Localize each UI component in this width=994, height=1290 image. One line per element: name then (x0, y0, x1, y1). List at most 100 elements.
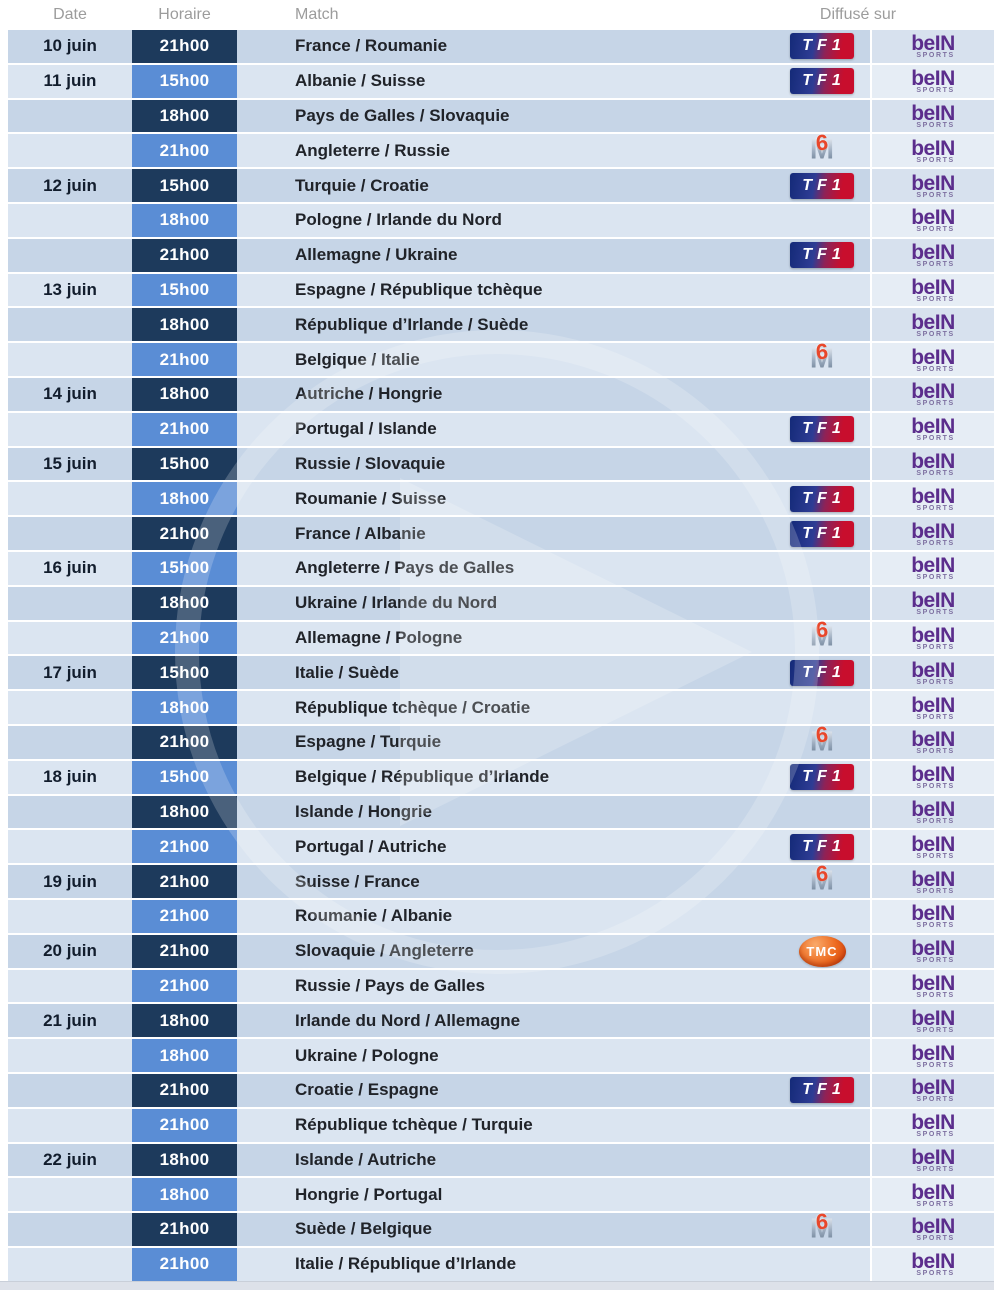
bein-sports-logo: beIN SPORTS (911, 103, 955, 129)
bein-sports-subtext: SPORTS (916, 469, 955, 477)
date-cell (8, 204, 132, 237)
bein-sports-subtext: SPORTS (916, 991, 955, 999)
time-cell: 21h00 (132, 134, 237, 168)
time-cell: 21h00 (132, 725, 237, 759)
column-header-horaire: Horaire (158, 6, 211, 23)
m6-logo-six: 6 (814, 860, 829, 887)
bein-sports-logo: beIN SPORTS (911, 1182, 955, 1208)
match-cell: Espagne / République tchèque (237, 274, 774, 307)
bein-sports-logo: beIN SPORTS (911, 834, 955, 860)
table-row: 14 juin 18h00 Autriche / Hongrie beIN SP… (8, 377, 994, 411)
time-cell: 21h00 (132, 412, 237, 446)
table-row: 21h00 Angleterre / Russie M 6 beIN SPORT… (8, 130, 994, 168)
table-row: 21h00 France / Albanie TF1 beIN SPORTS (8, 517, 994, 550)
match-label: Espagne / Turquie (295, 732, 442, 752)
table-row: 18h00 République tchèque / Croatie beIN … (8, 691, 994, 724)
match-cell: Russie / Pays de Galles (237, 970, 774, 1003)
bein-sports-subtext: SPORTS (916, 748, 955, 756)
match-cell: Allemagne / Pologne (237, 622, 774, 655)
time-cell: 15h00 (132, 447, 237, 481)
bein-sports-subtext: SPORTS (916, 1096, 955, 1104)
m6-logo-six: 6 (814, 129, 829, 156)
bein-logo-text: beIN (911, 902, 955, 926)
match-cell: Irlande du Nord / Allemagne (237, 1004, 774, 1037)
time-cell: 21h00 (132, 1108, 237, 1142)
bein-logo-text: beIN (911, 519, 955, 543)
date-cell: 11 juin (43, 71, 97, 91)
match-label: Islande / Autriche (295, 1149, 437, 1169)
channel-cell: M 6 (774, 339, 870, 376)
bein-cell: beIN SPORTS (870, 1213, 994, 1246)
bein-sports-logo: beIN SPORTS (911, 555, 955, 581)
match-label: Croatie / Espagne (295, 1080, 439, 1100)
date-cell: 15 juin (43, 453, 97, 473)
bein-cell: beIN SPORTS (870, 482, 994, 516)
bein-sports-subtext: SPORTS (916, 574, 955, 582)
bein-cell: beIN SPORTS (870, 273, 994, 307)
bein-sports-subtext: SPORTS (916, 609, 955, 617)
m6-logo-m: M (800, 136, 844, 165)
bein-sports-subtext: SPORTS (916, 226, 955, 234)
bein-cell: beIN SPORTS (870, 64, 994, 98)
channel-cell (774, 1248, 870, 1281)
channel-cell: TF1 (774, 517, 870, 550)
bein-sports-subtext: SPORTS (916, 435, 955, 443)
bein-logo-text: beIN (911, 623, 955, 647)
match-label: République tchèque / Turquie (295, 1115, 533, 1135)
bein-cell: beIN SPORTS (870, 621, 994, 655)
table-row: 18h00 Ukraine / Irlande du Nord beIN SPO… (8, 586, 994, 620)
tf1-logo-text: TF1 (802, 489, 846, 507)
match-cell: Belgique / République d’Irlande (237, 761, 774, 794)
bein-sports-logo: beIN SPORTS (911, 451, 955, 477)
bein-cell: beIN SPORTS (870, 830, 994, 864)
bein-cell: beIN SPORTS (870, 691, 994, 724)
time-cell: 21h00 (132, 1073, 237, 1107)
tf1-logo: TF1 (790, 242, 854, 269)
table-row: 11 juin 15h00 Albanie / Suisse TF1 beIN … (8, 64, 994, 98)
table-row: 21h00 Italie / République d’Irlande beIN… (8, 1247, 994, 1281)
date-cell (8, 517, 132, 550)
bein-cell: beIN SPORTS (870, 517, 994, 550)
bein-sports-subtext: SPORTS (916, 1235, 955, 1243)
table-row: 21h00 Croatie / Espagne TF1 beIN SPORTS (8, 1073, 994, 1107)
tf1-logo-text: TF1 (802, 663, 846, 681)
bein-cell: beIN SPORTS (870, 760, 994, 794)
table-row: 18h00 Pays de Galles / Slovaquie beIN SP… (8, 99, 994, 133)
tf1-logo-text: TF1 (802, 37, 846, 55)
bein-cell: beIN SPORTS (870, 377, 994, 411)
bein-logo-text: beIN (911, 554, 955, 578)
time-cell: 18h00 (132, 1039, 237, 1072)
time-cell: 18h00 (132, 1143, 237, 1177)
time-cell: 15h00 (132, 169, 237, 202)
date-cell (8, 1109, 132, 1142)
m6-logo-m: M (800, 866, 844, 896)
date-cell (8, 134, 132, 167)
bein-cell: beIN SPORTS (870, 551, 994, 585)
bein-sports-logo: beIN SPORTS (911, 1147, 955, 1173)
match-cell: Suisse / France (237, 865, 774, 898)
channel-cell (774, 900, 870, 933)
m6-logo: M 6 (800, 861, 844, 897)
table-row: 13 juin 15h00 Espagne / République tchèq… (8, 273, 994, 307)
table-row: 21h00 Russie / Pays de Galles beIN SPORT… (8, 969, 994, 1003)
bein-sports-logo: beIN SPORTS (911, 1112, 955, 1138)
m6-logo: M 6 (800, 1209, 844, 1245)
match-label: Russie / Pays de Galles (295, 975, 485, 995)
bein-sports-subtext: SPORTS (916, 1131, 955, 1139)
match-cell: Allemagne / Ukraine (237, 239, 774, 272)
channel-cell (774, 552, 870, 585)
match-label: Espagne / République tchèque (295, 279, 543, 299)
channel-cell: TF1 (774, 413, 870, 446)
table-row: 21h00 Roumanie / Albanie beIN SPORTS (8, 899, 994, 933)
date-cell (8, 726, 132, 759)
time-cell: 15h00 (132, 656, 237, 690)
date-cell (8, 900, 132, 933)
match-cell: France / Roumanie (237, 30, 774, 63)
match-cell: Portugal / Islande (237, 413, 774, 446)
date-cell (8, 796, 132, 829)
bein-sports-subtext: SPORTS (916, 121, 955, 129)
table-row: 18h00 Islande / Hongrie beIN SPORTS (8, 795, 994, 829)
m6-logo: M 6 (800, 130, 844, 166)
channel-cell (774, 448, 870, 481)
bein-logo-text: beIN (911, 241, 955, 265)
